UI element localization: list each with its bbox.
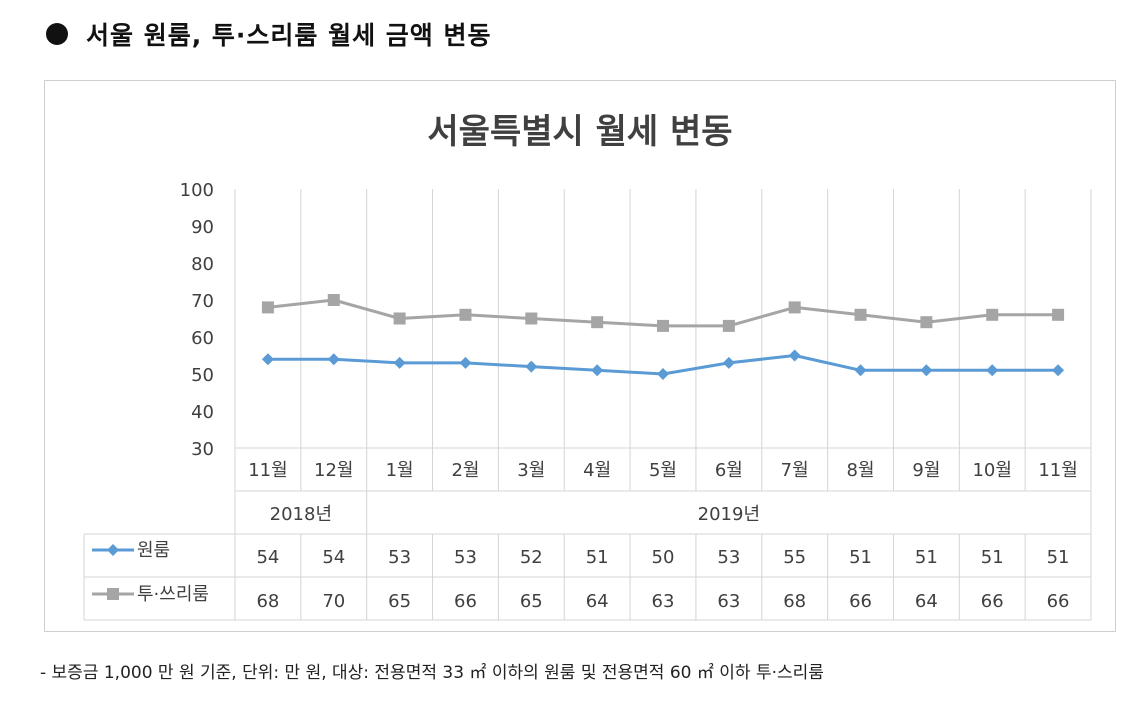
x-tick-label: 12월 xyxy=(314,460,353,481)
x-tick-label: 8월 xyxy=(847,460,875,481)
data-point xyxy=(920,316,933,329)
data-point xyxy=(657,319,669,332)
data-label: 50 xyxy=(652,547,675,568)
y-tick-label: 40 xyxy=(191,402,214,423)
data-point xyxy=(854,308,867,321)
data-point xyxy=(459,356,472,369)
data-label: 51 xyxy=(849,547,872,568)
y-tick-label: 80 xyxy=(191,254,214,275)
data-point xyxy=(525,360,538,373)
year-label: 2018년 xyxy=(270,504,332,525)
x-tick-label: 2월 xyxy=(451,460,479,481)
legend-marker xyxy=(107,588,119,600)
x-tick-label: 7월 xyxy=(781,460,809,481)
x-tick-label: 3월 xyxy=(517,460,545,481)
legend-label: 투·쓰리룸 xyxy=(137,584,209,605)
data-point xyxy=(591,316,604,329)
data-label: 68 xyxy=(783,591,806,612)
data-label: 66 xyxy=(981,591,1004,612)
chart-frame xyxy=(44,80,1116,632)
x-tick-label: 1월 xyxy=(386,460,414,481)
data-label: 66 xyxy=(1047,591,1070,612)
data-point xyxy=(920,364,933,377)
data-label: 53 xyxy=(717,547,740,568)
data-point xyxy=(393,312,406,325)
series-lines xyxy=(261,294,1065,380)
data-label: 54 xyxy=(256,547,279,568)
x-tick-label: 6월 xyxy=(715,460,743,481)
x-tick-label: 4월 xyxy=(583,460,611,481)
data-point xyxy=(327,294,340,306)
data-label: 65 xyxy=(388,591,411,612)
data-label: 65 xyxy=(520,591,543,612)
y-tick-label: 50 xyxy=(191,365,214,386)
footnote: - 보증금 1,000 만 원 기준, 단위: 만 원, 대상: 전용면적 33… xyxy=(40,663,824,683)
y-tick-label: 70 xyxy=(191,291,214,312)
data-label: 53 xyxy=(454,547,477,568)
data-point xyxy=(1052,364,1065,377)
y-tick-label: 60 xyxy=(191,328,214,349)
chart-title: 서울특별시 월세 변동 xyxy=(427,112,732,152)
x-tick-label: 9월 xyxy=(912,460,940,481)
y-axis-ticks: 30 40 50 60 70 80 90 100 xyxy=(180,180,214,460)
data-label: 63 xyxy=(652,591,675,612)
data-point xyxy=(393,356,406,369)
x-tick-label: 11월 xyxy=(248,460,287,481)
data-label: 54 xyxy=(322,547,345,568)
data-point xyxy=(986,308,999,321)
data-table: 11월 12월 1월 2월 3월 4월 5월 6월 7월 8월 9월 10월 11월 2018년 2019년… xyxy=(83,460,1092,621)
data-point xyxy=(788,301,801,314)
data-point xyxy=(525,312,538,325)
data-point xyxy=(788,349,801,362)
data-label: 64 xyxy=(586,591,609,612)
data-label: 55 xyxy=(783,547,806,568)
y-tick-label: 100 xyxy=(180,180,214,201)
data-label: 66 xyxy=(454,591,477,612)
data-point xyxy=(854,364,867,377)
data-label: 70 xyxy=(322,591,345,612)
data-label: 68 xyxy=(256,591,279,612)
data-point xyxy=(1052,308,1065,321)
section-title: 서울 원룸, 투·스리룸 월세 금액 변동 xyxy=(86,21,492,50)
data-label: 51 xyxy=(1047,547,1070,568)
data-label: 51 xyxy=(981,547,1004,568)
bullet-icon xyxy=(46,23,68,45)
data-point xyxy=(657,368,669,380)
x-tick-label: 10월 xyxy=(972,460,1011,481)
data-label: 52 xyxy=(520,547,543,568)
legend-label: 원룸 xyxy=(137,540,170,561)
data-point xyxy=(261,353,274,366)
data-point xyxy=(261,301,274,314)
data-point xyxy=(986,364,999,377)
data-point xyxy=(722,356,735,369)
y-tick-label: 30 xyxy=(191,439,214,460)
x-tick-label: 11월 xyxy=(1038,460,1077,481)
data-label: 64 xyxy=(915,591,938,612)
section-heading: 서울 원룸, 투·스리룸 월세 금액 변동 xyxy=(46,14,492,54)
data-label: 66 xyxy=(849,591,872,612)
data-label: 51 xyxy=(915,547,938,568)
data-label: 53 xyxy=(388,547,411,568)
x-tick-label: 5월 xyxy=(649,460,677,481)
data-point xyxy=(459,308,472,321)
data-point xyxy=(722,319,735,332)
chart-grid xyxy=(234,189,1092,534)
year-label: 2019년 xyxy=(698,504,760,525)
data-label: 63 xyxy=(717,591,740,612)
data-point xyxy=(591,364,604,377)
data-label: 51 xyxy=(586,547,609,568)
legend-marker xyxy=(107,544,119,556)
data-point xyxy=(327,353,340,366)
y-tick-label: 90 xyxy=(191,217,214,238)
